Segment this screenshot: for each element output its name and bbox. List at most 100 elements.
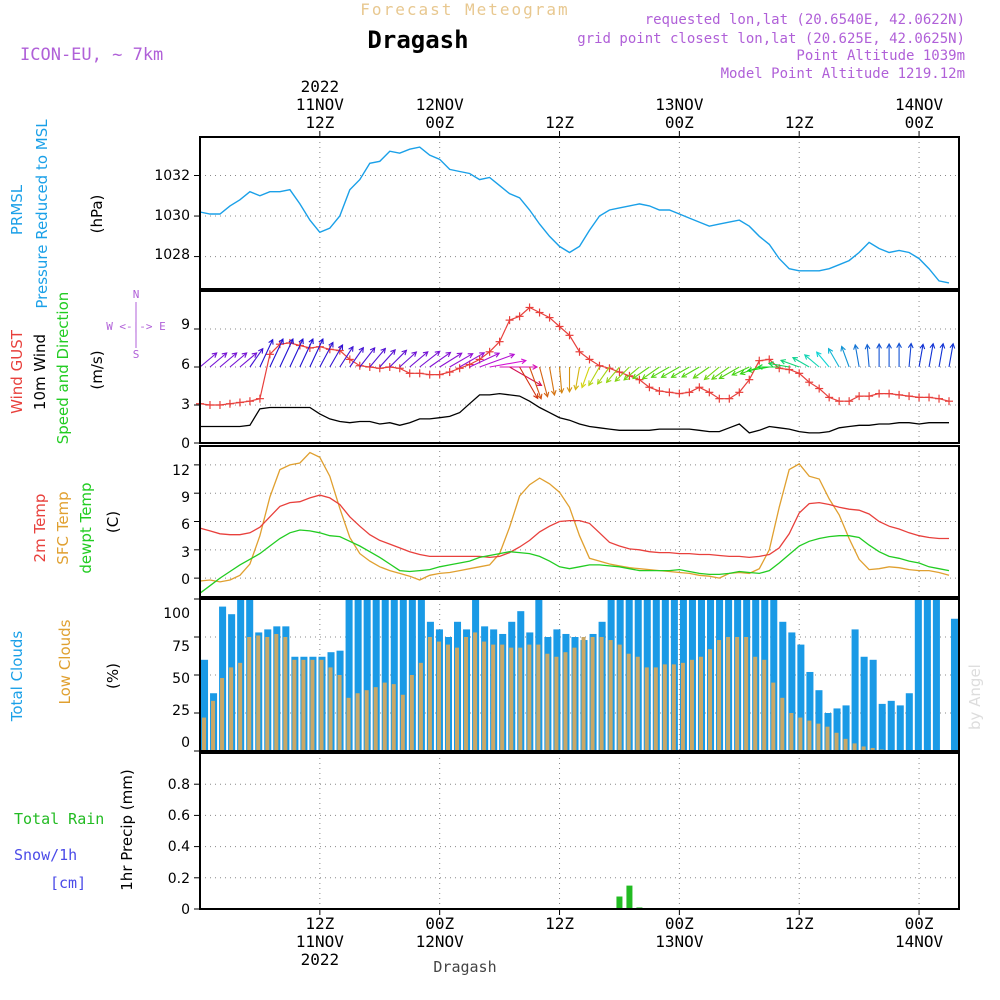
low-clouds-bar xyxy=(473,632,478,751)
panel-frame-wind xyxy=(199,290,960,444)
point-altitude: Point Altitude 1039m xyxy=(796,48,965,64)
low-clouds-bar xyxy=(852,743,857,751)
temp-unit: (C) xyxy=(104,511,122,533)
time-label-top: 14NOV xyxy=(895,95,944,114)
total-clouds-bar xyxy=(851,629,859,751)
total-clouds-bar xyxy=(381,599,389,751)
time-label-bottom: 00Z xyxy=(905,914,934,933)
time-label-top: 00Z xyxy=(665,113,694,132)
total-clouds-bar xyxy=(905,693,913,751)
wind-ytick: 0 xyxy=(181,436,190,452)
low-clouds-bar xyxy=(400,694,405,751)
wind-arrow-head xyxy=(692,373,699,379)
low-clouds-bar xyxy=(680,662,685,751)
low-clouds-bar xyxy=(671,664,676,751)
clouds-ytick: 50 xyxy=(172,671,190,687)
sfc-temp-line xyxy=(199,451,950,583)
wind-arrow-head xyxy=(318,338,324,345)
low-clouds-bar xyxy=(572,647,577,751)
clouds-ytick: 25 xyxy=(172,703,190,719)
time-label-bottom: 00Z xyxy=(425,914,454,933)
wind-arrow-head xyxy=(380,347,387,354)
wind-arrow xyxy=(199,352,218,368)
wind-arrow-head xyxy=(390,349,396,355)
total-clouds-bar xyxy=(797,644,805,751)
wind-arrow-head xyxy=(434,350,441,357)
total-clouds-bar xyxy=(788,632,796,751)
wind-arrow xyxy=(519,366,539,399)
wind-arrow xyxy=(389,349,407,368)
total-clouds-bar xyxy=(896,705,904,751)
low-clouds-bar xyxy=(843,738,848,751)
compass-s: S xyxy=(133,348,140,361)
wind-arrow xyxy=(259,339,274,368)
wind-arrow xyxy=(349,347,364,368)
low-clouds-bar xyxy=(554,656,559,751)
pressure-label-msl: Pressure Reduced to MSL xyxy=(33,119,51,309)
wind-arrow-head xyxy=(211,352,218,358)
wind-arrow xyxy=(459,352,485,368)
wind-arrow xyxy=(209,352,228,368)
low-clouds-bar xyxy=(265,637,270,751)
low-clouds-bar xyxy=(355,693,360,751)
time-label-bottom: 11NOV xyxy=(296,932,345,951)
gust-line xyxy=(199,306,950,406)
temp-ytick: 3 xyxy=(181,545,190,561)
wind-arrow-head xyxy=(731,370,738,376)
wind-arrow xyxy=(339,346,354,368)
temp-ytick: 9 xyxy=(181,490,190,506)
wind10m-line xyxy=(200,392,949,434)
wind-arrow-head xyxy=(536,380,543,386)
wind-arrow-head xyxy=(251,352,258,358)
wind-arrow xyxy=(359,347,376,368)
dewpt-line xyxy=(199,529,950,594)
low-clouds-bar xyxy=(816,723,821,751)
wind-arrow-head xyxy=(756,364,763,370)
wind-arrow-head xyxy=(791,357,798,363)
total-clouds-bar xyxy=(914,599,922,751)
wind-arrow-head xyxy=(949,342,956,349)
wind-arrow xyxy=(816,351,830,368)
wind-label-speed-dir: Speed and Direction xyxy=(54,292,72,445)
low-clouds-bar xyxy=(202,717,207,751)
low-clouds-bar xyxy=(337,675,342,751)
wind-arrow-head xyxy=(919,343,926,350)
wind-arrow-head xyxy=(550,390,557,397)
panel-frame-pressure xyxy=(199,136,960,290)
wind-arrow-head xyxy=(566,387,573,393)
wind-ytick: 6 xyxy=(181,357,190,373)
wind-arrow xyxy=(651,366,670,378)
panel-frames xyxy=(199,136,960,910)
panel-frame-temp xyxy=(199,445,960,598)
wind-arrow-head xyxy=(509,353,516,359)
clouds-label-total: Total Clouds xyxy=(8,631,26,723)
pressure-ytick: 1030 xyxy=(154,208,190,224)
total-clouds-bar xyxy=(815,690,823,751)
low-clouds-bar xyxy=(807,720,812,751)
forecast-meteogram-title: Forecast Meteogram xyxy=(360,0,569,19)
precip-ytick: 0 xyxy=(181,902,190,918)
wind-arrow xyxy=(623,366,640,381)
low-clouds-bar xyxy=(689,659,694,751)
wind-arrow-head xyxy=(670,372,677,378)
wind-arrow-head xyxy=(876,342,882,349)
time-label-bottom: 2022 xyxy=(301,950,340,969)
low-clouds-bar xyxy=(373,687,378,751)
wind-arrow xyxy=(693,366,710,379)
temp-ytick: 6 xyxy=(181,517,190,533)
wind-arrow-head xyxy=(718,373,725,380)
time-label-bottom: 12Z xyxy=(785,914,814,933)
low-clouds-bar xyxy=(283,637,288,751)
wind-arrow xyxy=(558,366,563,393)
wind-arrow xyxy=(908,343,912,368)
wind-arrow xyxy=(419,350,441,368)
low-clouds-bar xyxy=(274,633,279,751)
low-clouds-bar xyxy=(581,637,586,751)
temp-ytick: 0 xyxy=(181,572,190,588)
time-label-top: 12Z xyxy=(785,113,814,132)
wind-arrow xyxy=(548,366,556,396)
wind-arrow-head xyxy=(864,343,871,350)
low-clouds-bar xyxy=(229,667,234,751)
time-label-top: 12Z xyxy=(545,113,574,132)
